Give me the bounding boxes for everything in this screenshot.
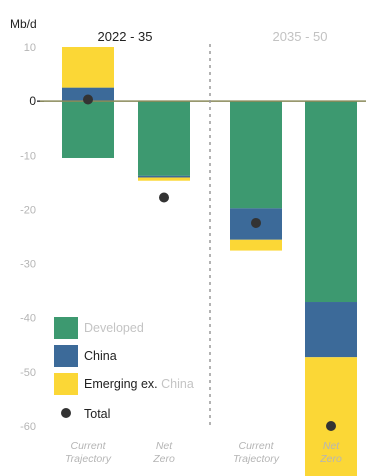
legend-label-total: Total <box>84 407 110 421</box>
bar-segment <box>138 175 190 178</box>
total-marker <box>326 421 336 431</box>
legend-marker-total <box>61 408 71 418</box>
legend-label-emerging: Emerging ex. China <box>84 377 194 391</box>
total-marker <box>83 94 93 105</box>
y-tick-label: -50 <box>20 367 36 379</box>
y-tick-label: -30 <box>20 259 36 271</box>
bar-segment <box>62 47 114 88</box>
category-label: Current <box>70 440 106 452</box>
period-label: 2035 - 50 <box>273 29 328 44</box>
bar-segment <box>62 87 114 102</box>
period-label: 2022 - 35 <box>98 29 153 44</box>
legend: Developed China Emerging ex. China Total <box>54 317 194 421</box>
y-tick-label: 0 <box>29 94 36 108</box>
category-label: Zero <box>152 453 175 465</box>
y-tick-label: -40 <box>20 313 36 325</box>
y-tick-label: -60 <box>20 421 36 433</box>
legend-label-emerging-main: Emerging ex. <box>84 377 158 391</box>
total-marker <box>251 217 261 228</box>
y-tick-label: 10 <box>24 42 36 54</box>
y-axis-unit-label: Mb/d <box>10 17 37 31</box>
bar-segment <box>138 101 190 176</box>
total-marker <box>159 192 169 203</box>
legend-swatch-developed <box>54 317 78 339</box>
category-label: Zero <box>319 453 342 465</box>
y-tick-label: -10 <box>20 150 36 162</box>
bar-segment <box>305 302 357 358</box>
category-label: Trajectory <box>233 453 280 465</box>
y-tick-label: -20 <box>20 204 36 216</box>
legend-label-developed: Developed <box>84 321 144 335</box>
legend-label-emerging-tail: China <box>158 377 194 391</box>
bars <box>62 47 357 476</box>
category-label: Current <box>238 440 274 452</box>
total-markers <box>83 94 336 431</box>
legend-label-china: China <box>84 349 117 363</box>
bar-segment <box>305 101 357 303</box>
category-label: Trajectory <box>65 453 112 465</box>
bar-segment <box>138 177 190 181</box>
bar-segment <box>62 101 114 158</box>
legend-swatch-emerging <box>54 373 78 395</box>
category-label: Net <box>323 440 340 452</box>
period-labels: 2022 - 35 2035 - 50 <box>98 29 328 44</box>
bar-segment <box>230 101 282 209</box>
legend-swatch-china <box>54 345 78 367</box>
category-label: Net <box>156 440 173 452</box>
category-labels: CurrentTrajectoryNetZeroCurrentTrajector… <box>65 440 342 465</box>
bar-segment <box>230 239 282 251</box>
bar-segment <box>305 357 357 476</box>
